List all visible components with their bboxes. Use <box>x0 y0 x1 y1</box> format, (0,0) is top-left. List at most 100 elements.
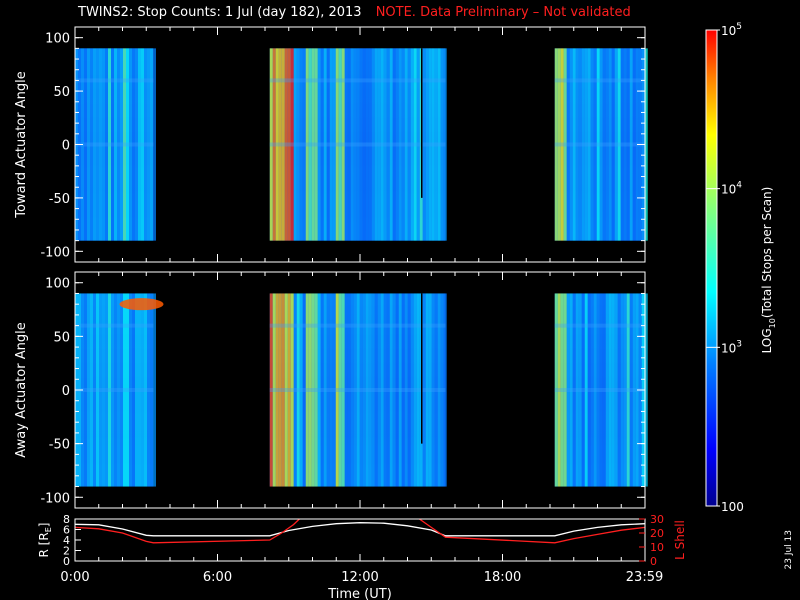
y-tick-label: 50 <box>53 85 70 100</box>
heatmap-column <box>341 293 345 487</box>
heatmap-column <box>596 293 600 487</box>
heatmap-column <box>290 48 294 241</box>
y-right-tick-label: 10 <box>650 541 664 554</box>
heatmap-column <box>90 293 93 487</box>
y-tick-label: -100 <box>40 245 70 260</box>
heatmap-column <box>269 48 273 241</box>
heatmap-column <box>132 48 135 241</box>
y-tick-label: 100 <box>45 277 70 292</box>
x-tick-label: 18:00 <box>484 570 521 585</box>
colorbar-label: LOG10(Total Stops per Scan) <box>760 187 777 354</box>
heatmap-column <box>611 293 615 487</box>
heatmap-column <box>623 293 627 487</box>
angle-band <box>75 78 154 83</box>
heatmap-column <box>317 293 321 487</box>
heatmap-column <box>578 48 582 241</box>
y-left-tick-label: 2 <box>63 545 70 558</box>
heatmap-column <box>329 48 333 241</box>
hotspot <box>119 298 164 311</box>
heatmap-column <box>117 48 120 241</box>
heatmap-column <box>386 48 390 241</box>
angle-band <box>269 142 446 147</box>
y-right-label: L Shell <box>673 520 687 560</box>
heatmap-column <box>560 293 564 487</box>
heatmap-column <box>96 293 99 487</box>
heatmap-column <box>138 293 141 487</box>
heatmap-column <box>362 48 366 241</box>
colorbar-tick-label: 104 <box>721 181 742 197</box>
heatmap-column <box>99 48 102 241</box>
heatmap-column <box>126 293 129 487</box>
heatmap-column <box>644 48 648 241</box>
heatmap-column <box>317 48 321 241</box>
heatmap-column <box>293 293 297 487</box>
heatmap-column <box>413 293 417 487</box>
heatmap-column <box>108 48 111 241</box>
heatmap-column <box>632 293 636 487</box>
heatmap-column <box>284 293 288 487</box>
heatmap-column <box>96 48 99 241</box>
y-axis-label: Toward Actuator Angle <box>14 71 29 218</box>
y-left-tick-label: 6 <box>63 524 70 537</box>
heatmap-column <box>614 48 618 241</box>
heatmap-column <box>443 48 447 241</box>
heatmap-column <box>380 293 384 487</box>
heatmap-column <box>425 48 429 241</box>
y-tick-label: -50 <box>49 192 70 207</box>
heatmap-column <box>87 293 90 487</box>
heatmap-column <box>123 48 126 241</box>
plot-title: TWINS2: Stop Counts: 1 Jul (day 182), 20… <box>78 5 631 20</box>
angle-band <box>554 323 645 328</box>
heatmap-column <box>153 48 156 241</box>
heatmap-column <box>123 293 126 487</box>
heatmap-column <box>629 293 633 487</box>
y-tick-label: 100 <box>45 32 70 47</box>
heatmap-column <box>320 48 324 241</box>
heatmap-column <box>305 48 309 241</box>
heatmap-column <box>326 48 330 241</box>
heatmap-column <box>105 48 108 241</box>
heatmap-column <box>407 48 411 241</box>
heatmap-column <box>371 48 375 241</box>
heatmap-column <box>431 293 435 487</box>
heatmap-column <box>383 48 387 241</box>
heatmap-column <box>602 293 606 487</box>
heatmap-column <box>87 48 90 241</box>
heatmap-column <box>425 293 429 487</box>
heatmap-column <box>563 48 567 241</box>
heatmap-column <box>308 293 312 487</box>
heatmap-column <box>362 293 366 487</box>
heatmap-column <box>365 48 369 241</box>
y-right-tick-label: 30 <box>650 513 664 526</box>
heatmap-column <box>132 293 135 487</box>
heatmap-column <box>404 293 408 487</box>
heatmap-column <box>311 293 315 487</box>
heatmap-column <box>84 48 87 241</box>
y-tick-label: -50 <box>49 438 70 453</box>
heatmap-column <box>617 48 621 241</box>
heatmap-column <box>344 48 348 241</box>
heatmap-column <box>147 48 150 241</box>
angle-band <box>269 323 446 328</box>
heatmap-column <box>287 293 291 487</box>
heatmap-column <box>141 48 144 241</box>
heatmap-column <box>299 48 303 241</box>
heatmap-column <box>584 48 588 241</box>
heatmap-column <box>413 48 417 241</box>
heatmap-column <box>120 293 123 487</box>
heatmap-column <box>275 293 279 487</box>
heatmap-column <box>147 293 150 487</box>
heatmap-column <box>126 48 129 241</box>
heatmap-column <box>365 293 369 487</box>
heatmap-column <box>129 293 132 487</box>
x-axis-label: Time (UT) <box>327 587 392 600</box>
heatmap-column <box>416 293 420 487</box>
heatmap-column <box>581 293 585 487</box>
heatmap-column <box>557 48 561 241</box>
heatmap-column <box>308 48 312 241</box>
angle-band <box>554 142 645 147</box>
y-right-tick-label: 20 <box>650 527 664 540</box>
heatmap-column <box>599 48 603 241</box>
heatmap-column <box>335 48 339 241</box>
title-text: TWINS2: Stop Counts: 1 Jul (day 182), 20… <box>78 5 362 20</box>
